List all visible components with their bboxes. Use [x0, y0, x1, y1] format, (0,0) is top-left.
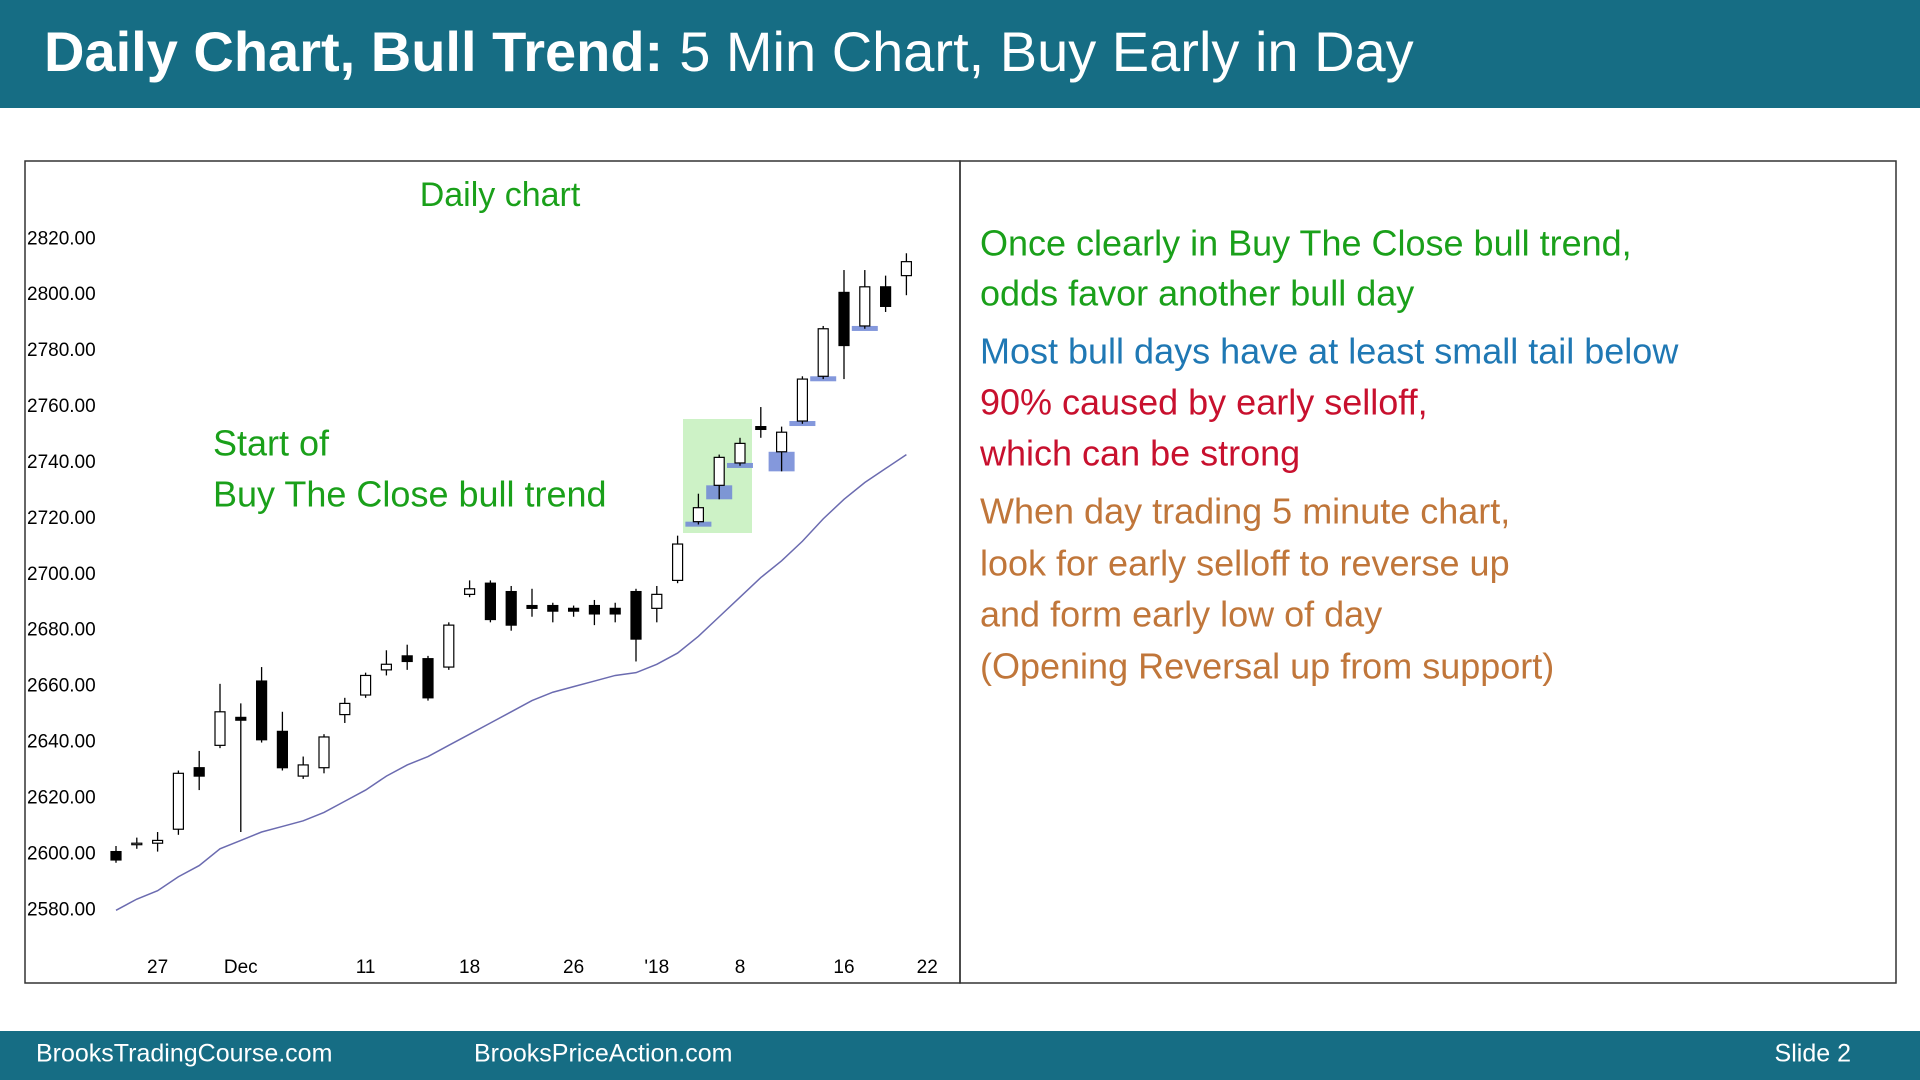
note-line: 90% caused by early selloff,: [980, 382, 1428, 423]
x-tick-label: 26: [563, 957, 584, 978]
candle-body: [443, 624, 455, 668]
candle-body: [526, 604, 538, 609]
note-line: look for early selloff to reverse up: [980, 543, 1510, 584]
notes-frame: [959, 160, 1897, 984]
y-tick-label: 2720.00: [27, 508, 96, 529]
y-tick-label: 2760.00: [27, 396, 96, 417]
candle-body: [651, 593, 663, 609]
note-line: When day trading 5 minute chart,: [980, 491, 1510, 532]
candle-body: [214, 711, 226, 746]
y-tick-label: 2640.00: [27, 732, 96, 753]
x-tick-label: 16: [833, 957, 854, 978]
annotation: Start of: [213, 423, 330, 464]
note-line: odds favor another bull day: [980, 273, 1414, 314]
slide-title: Daily Chart, Bull Trend: 5 Min Chart, Buy…: [44, 20, 1414, 83]
candle-body: [588, 604, 601, 615]
x-tick-label: 11: [356, 957, 376, 978]
candle-body: [796, 378, 809, 422]
title-bold: Daily Chart, Bull Trend:: [44, 20, 663, 83]
chart-title: Daily chart: [420, 176, 581, 214]
y-tick-label: 2580.00: [27, 899, 96, 920]
candle-body: [775, 431, 788, 453]
x-tick-label: 22: [917, 957, 938, 978]
note-line: Once clearly in Buy The Close bull trend…: [980, 223, 1632, 264]
x-tick-label: 8: [735, 957, 746, 978]
candle-body: [256, 680, 268, 741]
note-line: Most bull days have at least small tail …: [980, 331, 1679, 372]
y-tick-label: 2600.00: [27, 843, 96, 864]
chart-frame: [24, 160, 961, 984]
candle-body: [152, 839, 164, 844]
candle-body: [838, 291, 850, 347]
candle-body: [900, 261, 913, 277]
y-tick-label: 2680.00: [27, 620, 96, 641]
y-tick-label: 2780.00: [27, 340, 96, 361]
note-line: which can be strong: [979, 433, 1300, 474]
y-tick-label: 2740.00: [27, 452, 96, 473]
x-tick-label: 27: [147, 957, 168, 978]
candle-body: [360, 674, 372, 696]
candle-body: [464, 588, 476, 595]
candle-body: [734, 442, 746, 464]
annotation: Buy The Close bull trend: [213, 474, 607, 515]
candle-body: [547, 604, 559, 612]
candle-body: [401, 655, 413, 663]
y-tick-label: 2800.00: [27, 284, 96, 305]
candle-body: [339, 702, 351, 716]
candle-body: [172, 772, 184, 830]
candle-body: [505, 590, 517, 626]
candle-body: [630, 590, 642, 640]
header-bar: [0, 0, 1920, 108]
y-tick-label: 2660.00: [27, 676, 96, 697]
candle-body: [859, 286, 871, 327]
candle-body: [110, 850, 122, 861]
footer-middle: BrooksPriceAction.com: [474, 1040, 732, 1068]
x-tick-label: '18: [644, 957, 669, 978]
footer-right: Slide 2: [1775, 1040, 1851, 1068]
candle-body: [609, 607, 621, 615]
candle-body: [567, 607, 580, 612]
candle-body: [755, 426, 767, 431]
candle-body: [484, 582, 496, 621]
y-tick-label: 2620.00: [27, 787, 96, 808]
notes: Once clearly in Buy The Close bull trend…: [979, 223, 1679, 687]
candle-body: [318, 736, 330, 769]
moving-average: [115, 453, 907, 911]
candle-body: [817, 328, 829, 377]
candle-body: [193, 767, 205, 777]
footer-left: BrooksTradingCourse.com: [36, 1040, 332, 1068]
x-tick-label: Dec: [224, 957, 258, 978]
candle-body: [297, 764, 309, 777]
candle-body: [422, 658, 434, 699]
candle-body: [276, 730, 288, 769]
note-line: and form early low of day: [980, 594, 1382, 635]
candle-body: [692, 507, 705, 523]
candle-body: [879, 286, 892, 307]
candle-body: [671, 543, 684, 581]
y-tick-label: 2700.00: [27, 564, 96, 585]
x-tick-label: 18: [459, 957, 480, 978]
candle-body: [713, 456, 725, 486]
footer-bar: [0, 1031, 1920, 1080]
candle-body: [380, 663, 392, 671]
y-tick-label: 2820.00: [27, 228, 96, 249]
note-line: (Opening Reversal up from support): [980, 646, 1554, 687]
plot: 2580.00 2600.00 2620.00 2640.00 2660.00 2680.…: [27, 228, 938, 978]
candle-body: [131, 842, 143, 846]
title-rest: 5 Min Chart, Buy Early in Day: [679, 20, 1413, 83]
candle-body: [235, 716, 247, 721]
